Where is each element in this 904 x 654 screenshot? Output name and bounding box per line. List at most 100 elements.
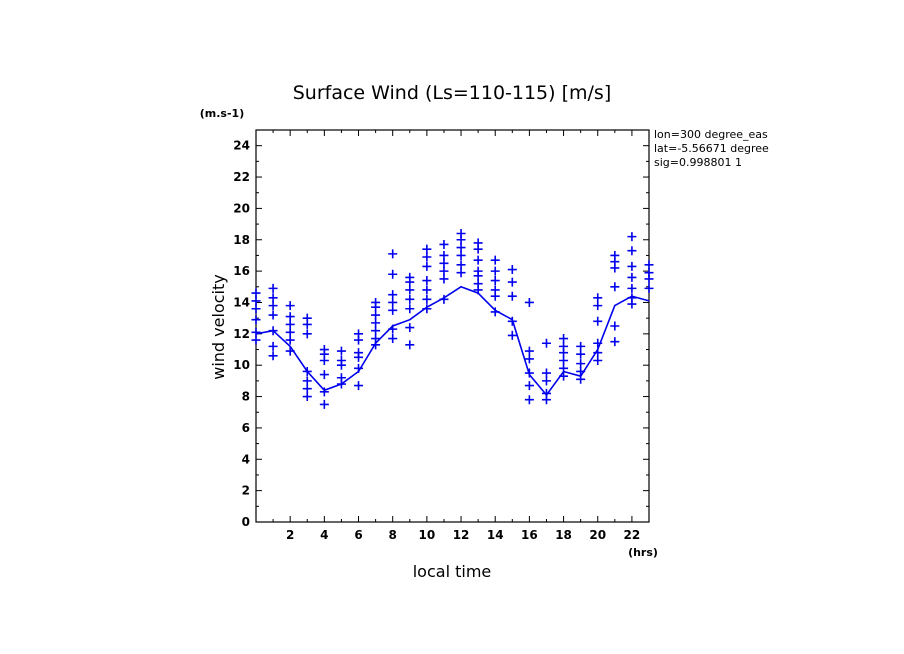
sample-marker (524, 395, 534, 405)
sample-marker (576, 359, 586, 369)
sample-marker (644, 260, 654, 270)
sample-marker (388, 334, 398, 344)
sample-marker (593, 301, 603, 311)
sample-marker (627, 283, 637, 293)
sample-marker (405, 272, 415, 282)
sample-marker (439, 266, 449, 276)
sample-marker (490, 307, 500, 317)
sample-marker (285, 327, 295, 337)
sample-marker (388, 305, 398, 315)
sample-marker (371, 297, 381, 307)
sample-marker (524, 381, 534, 391)
sample-marker (541, 388, 551, 398)
sample-marker (388, 269, 398, 279)
sample-marker (559, 371, 569, 381)
sample-marker (388, 324, 398, 334)
sample-marker (507, 277, 517, 287)
sample-marker (388, 290, 398, 300)
sample-marker (302, 392, 312, 402)
info-box: lon=300 degree_eas lat=-5.56671 degree s… (654, 128, 769, 169)
sample-marker (627, 293, 637, 303)
sample-marker (251, 296, 261, 306)
y-tick-label: 12 (233, 327, 250, 341)
sample-marker (524, 354, 534, 364)
sample-marker (251, 288, 261, 298)
sample-marker (268, 293, 278, 303)
sample-marker (507, 265, 517, 275)
x-tick-label: 20 (589, 528, 606, 542)
y-tick-label: 10 (233, 358, 250, 372)
sample-marker (422, 285, 432, 295)
sample-marker (319, 399, 329, 409)
sample-marker (541, 338, 551, 348)
x-tick-label: 8 (389, 528, 397, 542)
sample-marker (439, 250, 449, 260)
y-tick-label: 0 (242, 515, 250, 529)
sample-marker (371, 318, 381, 328)
sample-marker (405, 340, 415, 350)
sample-marker (371, 310, 381, 320)
sample-marker (268, 341, 278, 351)
info-line-lat: lat=-5.56671 degree (654, 142, 769, 155)
sample-marker (405, 294, 415, 304)
sample-marker (388, 249, 398, 259)
sample-marker (268, 310, 278, 320)
sample-marker (251, 327, 261, 337)
sample-marker (336, 346, 346, 356)
sample-marker (473, 238, 483, 248)
sample-marker (610, 337, 620, 347)
sample-marker (507, 291, 517, 301)
sample-marker (354, 348, 364, 358)
sample-marker (610, 250, 620, 260)
y-tick-label: 14 (233, 295, 250, 309)
y-tick-label: 24 (233, 139, 250, 153)
sample-marker (285, 335, 295, 345)
sample-marker (559, 363, 569, 373)
sample-marker (490, 276, 500, 286)
sample-marker (388, 297, 398, 307)
sample-marker (610, 282, 620, 292)
sample-marker (473, 279, 483, 289)
sample-marker (627, 261, 637, 271)
y-tick-label: 22 (233, 170, 250, 184)
sample-marker (251, 335, 261, 345)
sample-marker (456, 250, 466, 260)
sample-marker (524, 346, 534, 356)
sample-marker (593, 316, 603, 326)
x-tick-label: 16 (521, 528, 538, 542)
sample-marker (559, 355, 569, 365)
x-tick-label: 10 (419, 528, 436, 542)
axis-ticks (256, 130, 649, 522)
sample-marker (354, 329, 364, 339)
sample-marker (285, 301, 295, 311)
sample-marker (524, 368, 534, 378)
x-tick-labels: 2 4 6 8 10 12 14 16 18 20 22 (286, 528, 640, 542)
x-tick-label: 12 (453, 528, 470, 542)
sample-marker (541, 376, 551, 386)
sample-marker (627, 246, 637, 256)
sample-marker (405, 285, 415, 295)
sample-marker (251, 315, 261, 325)
sample-marker (319, 345, 329, 355)
sample-marker (439, 274, 449, 284)
sample-marker (405, 323, 415, 333)
sample-marker (336, 373, 346, 383)
sample-marker (456, 228, 466, 238)
sample-marker (456, 260, 466, 270)
sample-marker (490, 285, 500, 295)
sample-marker (593, 348, 603, 358)
sample-marker (336, 355, 346, 365)
x-tick-label: 14 (487, 528, 504, 542)
sample-marker (285, 346, 295, 356)
sample-marker (422, 244, 432, 254)
sample-marker (473, 255, 483, 265)
info-clip-mask (781, 126, 904, 176)
y-tick-label: 18 (233, 233, 250, 247)
sample-marker (302, 366, 312, 376)
y-tick-label: 6 (242, 421, 250, 435)
sample-marker (302, 313, 312, 323)
sample-marker (319, 370, 329, 380)
sample-marker (422, 276, 432, 286)
